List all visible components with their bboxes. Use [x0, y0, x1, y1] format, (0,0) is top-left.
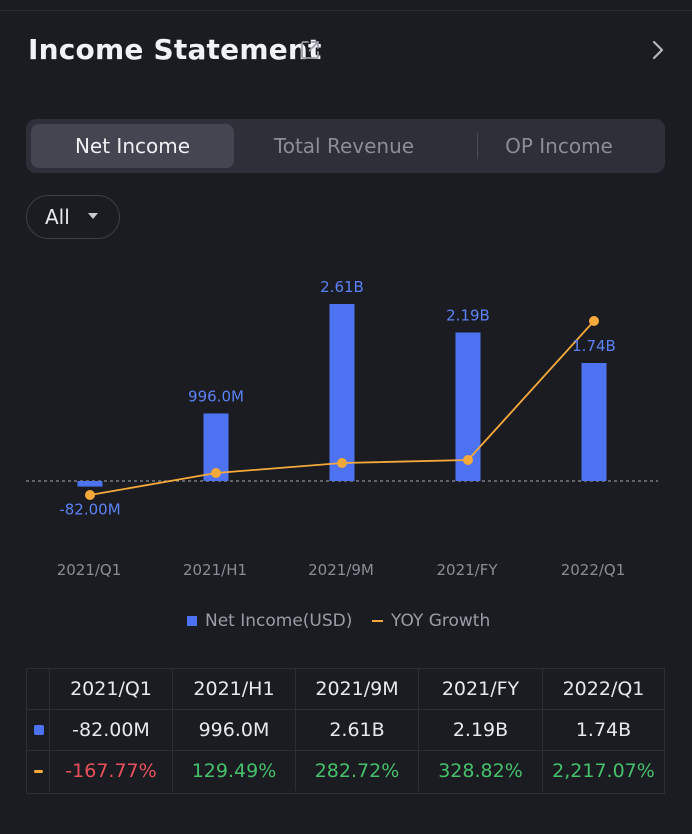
- table-header-cell: 2021/Q1: [49, 669, 172, 709]
- table-cell: 2.19B: [418, 710, 542, 750]
- bar-value-label: -82.00M: [59, 501, 120, 519]
- x-tick-label: 2021/Q1: [57, 561, 122, 579]
- table-row-yoy: -167.77% 129.49% 282.72% 328.82% 2,217.0…: [27, 751, 664, 792]
- table-row-net-income: -82.00M 996.0M 2.61B 2.19B 1.74B: [27, 710, 664, 751]
- yoy-point-2021/H1[interactable]: [211, 468, 221, 478]
- chart-legend: Net Income(USD) YOY Growth: [0, 608, 692, 634]
- bar-value-label: 1.74B: [572, 337, 616, 355]
- top-divider: [0, 10, 692, 11]
- caret-down-icon: [88, 213, 98, 219]
- table-cell: 2.61B: [295, 710, 418, 750]
- legend-yoy-swatch: [372, 620, 383, 622]
- page-title: Income Statement: [28, 33, 322, 66]
- tab-net-income[interactable]: Net Income: [31, 124, 234, 168]
- table-cell-yoy: 2,217.07%: [542, 751, 664, 791]
- tab-divider: [477, 133, 478, 159]
- yoy-point-2021/Q1[interactable]: [85, 490, 95, 500]
- yoy-point-2022/Q1[interactable]: [589, 316, 599, 326]
- table-header-row: 2021/Q1 2021/H1 2021/9M 2021/FY 2022/Q1: [27, 669, 664, 710]
- period-filter-dropdown[interactable]: All: [26, 195, 120, 239]
- yoy-marker-cell: [27, 751, 49, 791]
- x-tick-label: 2021/9M: [308, 561, 374, 579]
- x-tick-label: 2022/Q1: [561, 561, 626, 579]
- legend-yoy-label: YOY Growth: [391, 611, 491, 631]
- bar-2022/Q1[interactable]: [581, 363, 607, 481]
- bar-value-label: 2.19B: [446, 306, 490, 324]
- bar-2021/Q1[interactable]: [77, 481, 103, 487]
- period-filter-label: All: [45, 205, 70, 229]
- x-tick-label: 2021/H1: [183, 561, 247, 579]
- table-corner-cell: [27, 669, 49, 709]
- table-cell: -82.00M: [49, 710, 172, 750]
- yoy-point-2021/FY[interactable]: [463, 455, 473, 465]
- yoy-point-2021/9M[interactable]: [337, 458, 347, 468]
- table-header-cell: 2021/9M: [295, 669, 418, 709]
- chevron-right-icon[interactable]: [648, 39, 668, 61]
- bar-2021/9M[interactable]: [329, 304, 355, 481]
- table-cell-yoy: -167.77%: [49, 751, 172, 791]
- net-income-marker-cell: [27, 710, 49, 750]
- net-income-marker: [34, 725, 44, 735]
- bar-value-label: 996.0M: [188, 387, 244, 405]
- tab-op-income[interactable]: OP Income: [505, 134, 613, 158]
- table-cell: 1.74B: [542, 710, 664, 750]
- table-cell-yoy: 282.72%: [295, 751, 418, 791]
- table-header-cell: 2021/FY: [418, 669, 542, 709]
- yoy-marker: [34, 770, 43, 773]
- external-link-icon[interactable]: [299, 39, 321, 61]
- table-header-cell: 2022/Q1: [542, 669, 664, 709]
- table-cell: 996.0M: [172, 710, 295, 750]
- legend-net-income-label: Net Income(USD): [205, 611, 353, 631]
- income-table: 2021/Q1 2021/H1 2021/9M 2021/FY 2022/Q1 …: [26, 668, 665, 794]
- table-cell-yoy: 328.82%: [418, 751, 542, 791]
- tab-total-revenue[interactable]: Total Revenue: [273, 134, 415, 158]
- net-income-chart: -82.00M 996.0M 2.61B 2.19B 1.74B 2021/Q1 2021…: [26, 278, 658, 579]
- bar-value-label: 2.61B: [320, 278, 364, 296]
- card-header: Income Statement: [28, 30, 668, 70]
- metric-tabs: Net Income Total Revenue OP Income: [26, 119, 665, 173]
- legend-net-income-swatch: [187, 616, 197, 626]
- table-cell-yoy: 129.49%: [172, 751, 295, 791]
- table-header-cell: 2021/H1: [172, 669, 295, 709]
- x-tick-label: 2021/FY: [436, 561, 498, 579]
